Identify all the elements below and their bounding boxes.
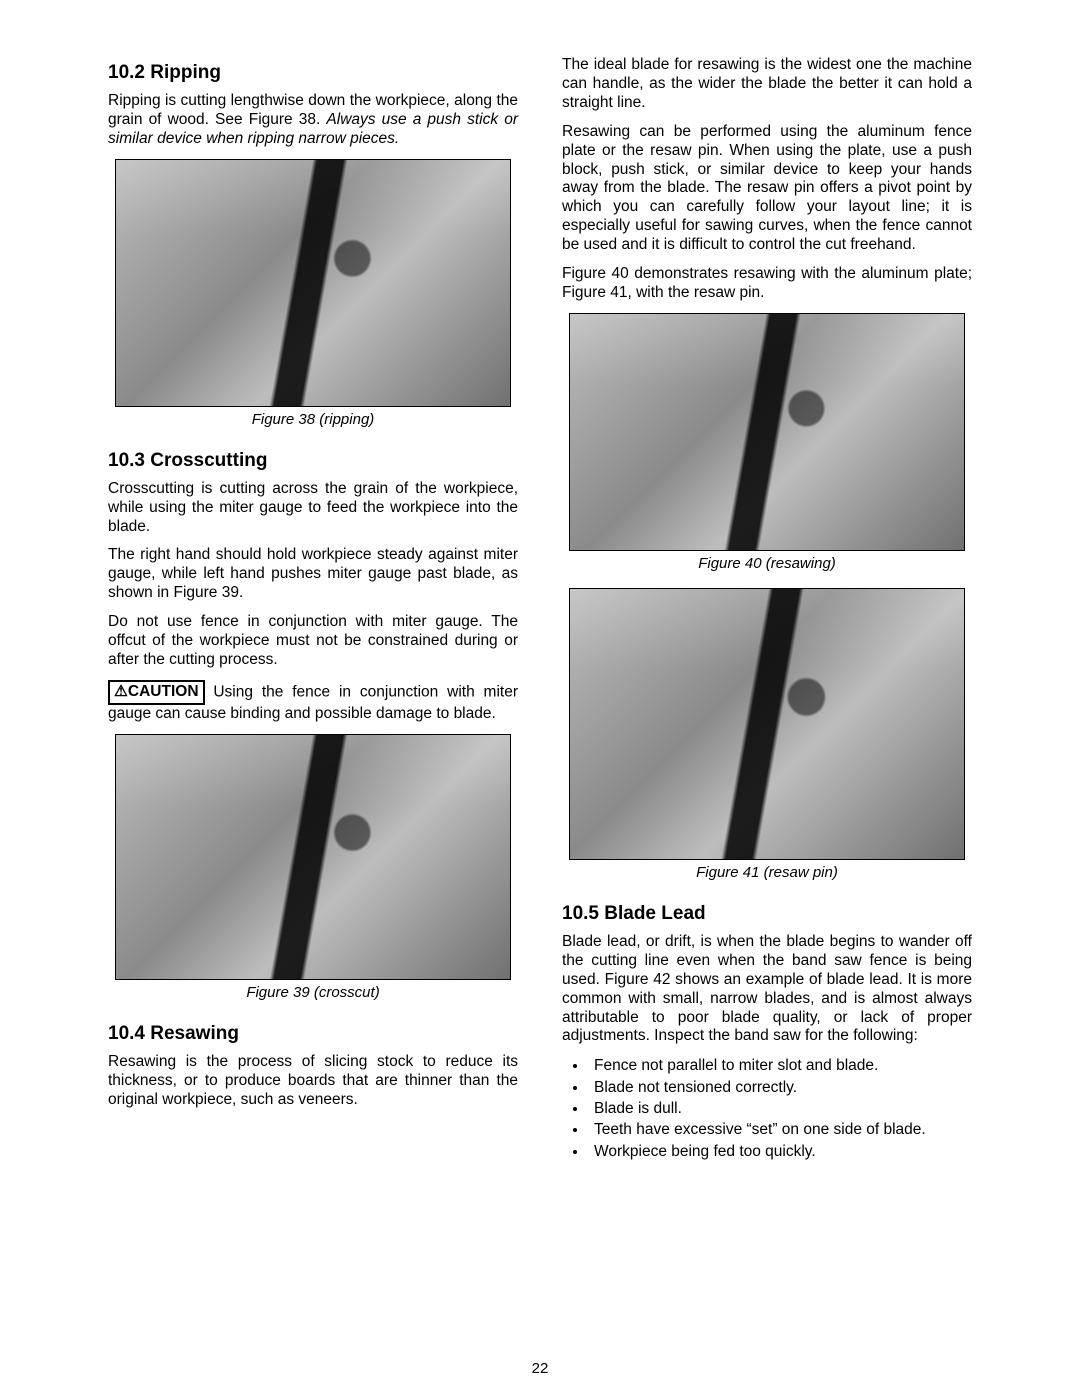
figure-38-image xyxy=(115,159,511,407)
figure-41-caption: Figure 41 (resaw pin) xyxy=(696,864,838,881)
caution-label-text: CAUTION xyxy=(128,683,199,700)
heading-crosscutting: 10.3 Crosscutting xyxy=(108,450,518,472)
figure-40-caption: Figure 40 (resawing) xyxy=(698,555,836,572)
page-number: 22 xyxy=(0,1360,1080,1377)
caution-label-box: ⚠CAUTION xyxy=(108,680,205,705)
crosscut-caution-paragraph: ⚠CAUTION Using the fence in conjunction … xyxy=(108,680,518,724)
figure-41: Figure 41 (resaw pin) xyxy=(562,588,972,891)
figure-39: Figure 39 (crosscut) xyxy=(108,734,518,1011)
ripping-paragraph: Ripping is cutting lengthwise down the w… xyxy=(108,92,518,149)
figure-39-image xyxy=(115,734,511,980)
heading-ripping: 10.2 Ripping xyxy=(108,62,518,84)
heading-blade-lead: 10.5 Blade Lead xyxy=(562,903,972,925)
list-item: Workpiece being fed too quickly. xyxy=(588,1142,972,1161)
resaw-cont-p2: Resawing can be performed using the alum… xyxy=(562,123,972,255)
heading-resawing: 10.4 Resawing xyxy=(108,1023,518,1045)
right-column: The ideal blade for resawing is the wide… xyxy=(562,56,972,1163)
figure-41-image xyxy=(569,588,965,860)
figure-39-caption: Figure 39 (crosscut) xyxy=(246,984,379,1001)
resaw-cont-p1: The ideal blade for resawing is the wide… xyxy=(562,56,972,113)
list-item: Fence not parallel to miter slot and bla… xyxy=(588,1056,972,1075)
figure-40: Figure 40 (resawing) xyxy=(562,313,972,582)
warning-triangle-icon: ⚠ xyxy=(114,683,128,702)
figure-38-caption: Figure 38 (ripping) xyxy=(252,411,375,428)
figure-38: Figure 38 (ripping) xyxy=(108,159,518,438)
list-item: Blade is dull. xyxy=(588,1099,972,1118)
figure-40-image xyxy=(569,313,965,551)
list-item: Teeth have excessive “set” on one side o… xyxy=(588,1120,972,1139)
crosscut-p2: The right hand should hold workpiece ste… xyxy=(108,546,518,603)
left-column: 10.2 Ripping Ripping is cutting lengthwi… xyxy=(108,56,518,1163)
list-item: Blade not tensioned correctly. xyxy=(588,1078,972,1097)
bladelead-p1: Blade lead, or drift, is when the blade … xyxy=(562,933,972,1046)
resawing-p1: Resawing is the process of slicing stock… xyxy=(108,1053,518,1110)
crosscut-p3: Do not use fence in conjunction with mit… xyxy=(108,613,518,670)
resaw-cont-p3: Figure 40 demonstrates resawing with the… xyxy=(562,265,972,303)
bladelead-bullet-list: Fence not parallel to miter slot and bla… xyxy=(562,1056,972,1163)
crosscut-p1: Crosscutting is cutting across the grain… xyxy=(108,480,518,537)
